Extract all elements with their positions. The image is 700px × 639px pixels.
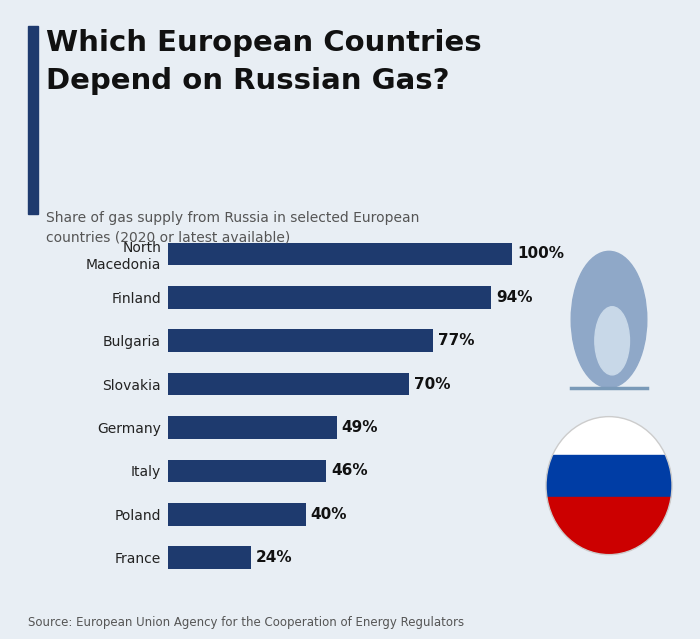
Bar	[168, 416, 337, 439]
Text: 100%: 100%	[517, 247, 564, 261]
Text: 24%: 24%	[256, 550, 293, 565]
Bar	[168, 459, 326, 482]
Bar	[168, 329, 433, 352]
Text: Source: European Union Agency for the Cooperation of Energy Regulators: Source: European Union Agency for the Co…	[28, 617, 464, 629]
Ellipse shape	[571, 251, 647, 388]
Text: 94%: 94%	[496, 290, 533, 305]
Bar	[168, 243, 512, 265]
Ellipse shape	[546, 417, 672, 555]
Bar	[168, 286, 491, 309]
Text: Depend on Russian Gas?: Depend on Russian Gas?	[46, 67, 449, 95]
Ellipse shape	[595, 307, 629, 375]
Text: 46%: 46%	[331, 463, 368, 479]
Bar	[168, 373, 409, 396]
Bar	[168, 546, 251, 569]
Bar	[168, 503, 306, 525]
FancyBboxPatch shape	[546, 455, 672, 497]
Text: 77%: 77%	[438, 333, 475, 348]
Text: Which European Countries: Which European Countries	[46, 29, 481, 57]
Text: 40%: 40%	[311, 507, 347, 521]
Text: 49%: 49%	[342, 420, 378, 435]
Text: 70%: 70%	[414, 376, 451, 392]
FancyBboxPatch shape	[546, 497, 672, 555]
Text: Share of gas supply from Russia in selected European
countries (2020 or latest a: Share of gas supply from Russia in selec…	[46, 211, 419, 244]
